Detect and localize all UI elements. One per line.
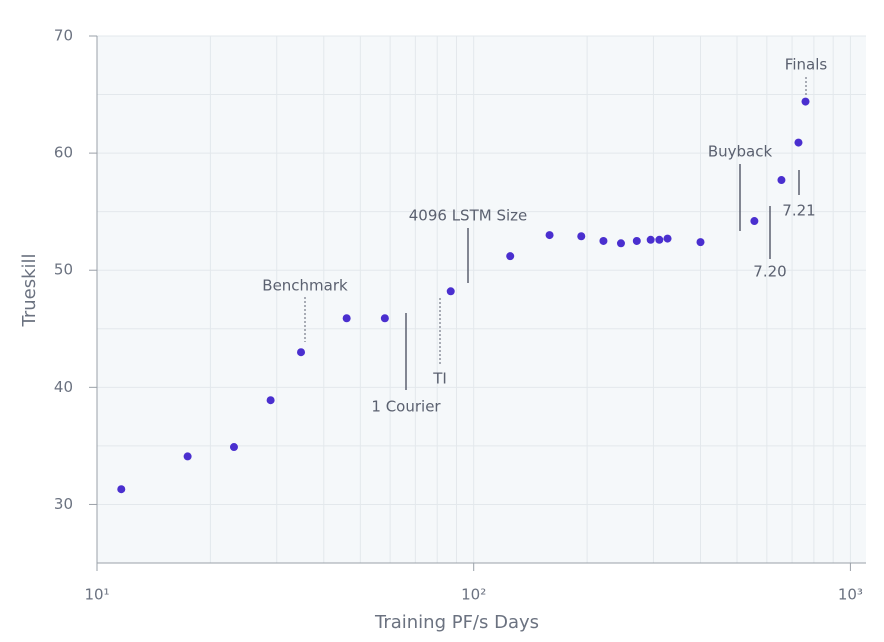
annotation: 1 Courier [371, 398, 441, 416]
point [183, 452, 192, 461]
plot-area [97, 36, 866, 563]
x-axis-title: Training PF/s Days [374, 612, 539, 633]
annotation: Buyback [708, 143, 773, 161]
point [646, 235, 655, 244]
point [506, 252, 515, 261]
point [380, 314, 389, 323]
point [577, 232, 586, 241]
x-tick-label: 10¹ [84, 586, 109, 604]
y-tick-label: 40 [54, 378, 73, 396]
y-tick-label: 50 [54, 261, 73, 279]
annotation: Finals [785, 56, 828, 74]
point [696, 238, 705, 247]
annotation: TI [432, 370, 447, 388]
point [801, 97, 810, 106]
point [632, 236, 641, 245]
point [616, 239, 625, 248]
y-tick-label: 60 [54, 144, 73, 162]
point [655, 235, 664, 244]
y-tick-label: 30 [54, 495, 73, 513]
point [297, 348, 306, 357]
x-tick-label: 10³ [838, 586, 863, 604]
x-tick-label: 10² [461, 586, 486, 604]
point [750, 217, 759, 226]
point [342, 314, 351, 323]
annotation: Benchmark [262, 277, 348, 295]
point [229, 443, 238, 452]
point [663, 234, 672, 243]
point [777, 176, 786, 185]
y-tick-label: 70 [54, 27, 73, 45]
annotation: 7.20 [753, 263, 786, 281]
point [117, 485, 126, 494]
point [794, 138, 803, 147]
point [545, 231, 554, 240]
point [266, 396, 275, 405]
annotation: 4096 LSTM Size [409, 207, 527, 225]
point [599, 236, 608, 245]
annotation: 7.21 [782, 202, 815, 220]
point [446, 287, 455, 296]
y-axis-title: Trueskill [19, 253, 40, 327]
